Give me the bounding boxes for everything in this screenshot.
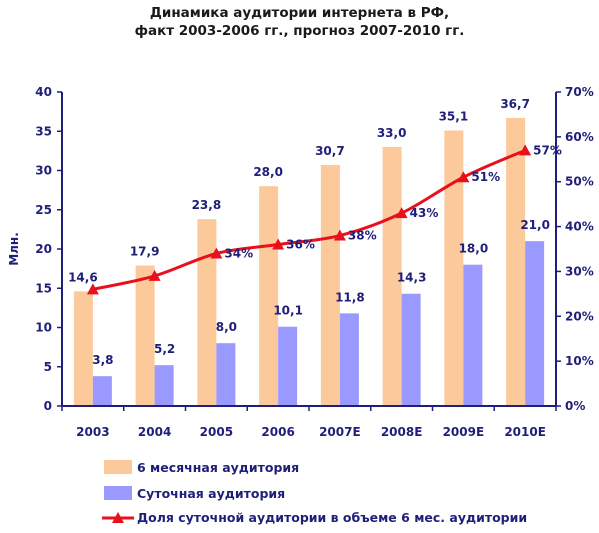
data-label-daily: 3,8: [92, 353, 113, 367]
x-tick-label: 2007E: [319, 425, 361, 439]
bar-daily: [154, 365, 174, 406]
data-label-share: 57%: [533, 143, 562, 157]
y2-tick-label: 40%: [565, 220, 594, 234]
data-label-daily: 8,0: [216, 320, 237, 334]
bar-6-month: [444, 130, 464, 406]
bar-daily: [278, 326, 298, 406]
share-marker: [519, 144, 532, 156]
y-tick-label: 40: [35, 85, 52, 99]
data-label-6-month: 17,9: [130, 244, 160, 258]
y2-tick-label: 0%: [565, 399, 585, 413]
data-labels: 14,6 3,8 17,9 5,2 23,8 8,0 28,0 10,1 30,7 11,8 33,…: [68, 97, 562, 367]
data-label-share: 34%: [224, 246, 253, 260]
y-axis-title: Млн.: [7, 232, 21, 266]
x-tick-label: 2010E: [504, 425, 546, 439]
bar-daily: [92, 376, 112, 406]
y-tick-label: 5: [44, 360, 52, 374]
bar-daily: [216, 343, 236, 406]
data-label-share: 36%: [286, 238, 315, 252]
legend-label-daily: Суточная аудитория: [137, 486, 285, 501]
data-label-daily: 21,0: [520, 218, 550, 232]
bar-daily: [401, 293, 421, 406]
data-label-daily: 18,0: [459, 242, 489, 256]
share-marker: [210, 247, 223, 259]
chart-title-line-2: факт 2003-2006 гг., прогноз 2007-2010 гг…: [134, 23, 465, 39]
bar-6-month: [135, 265, 155, 406]
y-tick-label: 35: [35, 124, 52, 138]
bar-daily: [525, 241, 545, 406]
bar-6-month: [506, 117, 526, 406]
y-tick-label: 20: [35, 242, 52, 256]
x-tick-label: 2008E: [381, 425, 423, 439]
chart-title-line-1: Динамика аудитории интернета в РФ,: [149, 5, 450, 21]
data-label-6-month: 30,7: [315, 144, 345, 158]
x-tick-label: 2009E: [443, 425, 485, 439]
data-label-daily: 11,8: [335, 290, 365, 304]
y2-tick-label: 70%: [565, 85, 594, 99]
bar-6-month: [259, 186, 279, 406]
share-marker: [333, 229, 346, 241]
data-label-daily: 5,2: [154, 342, 175, 356]
bar-6-month: [197, 219, 217, 406]
y2-tick-label: 30%: [565, 264, 594, 278]
data-label-share: 38%: [348, 229, 377, 243]
data-label-6-month: 35,1: [439, 109, 469, 123]
data-label-share: 43%: [410, 206, 439, 220]
axes: 0 5 10 15 20 25 30 35 40 0% 10% 20% 30% 40% 50% 60% 70% 2…: [7, 85, 594, 439]
data-label-6-month: 33,0: [377, 126, 407, 140]
legend: 6 месячная аудитория Суточная аудитория До…: [102, 460, 527, 525]
legend-swatch-6-month: [104, 460, 132, 474]
share-marker: [395, 207, 408, 219]
bar-6-month: [320, 165, 340, 406]
chart-title: Динамика аудитории интернета в РФ, факт …: [0, 4, 599, 40]
y2-tick-label: 10%: [565, 354, 594, 368]
bars-daily-audience: [92, 241, 545, 406]
bar-6-month: [73, 291, 93, 406]
data-label-share: 51%: [471, 170, 500, 184]
y-tick-label: 30: [35, 164, 52, 178]
x-tick-label: 2004: [138, 425, 171, 439]
share-marker: [457, 171, 470, 183]
y-tick-label: 10: [35, 321, 52, 335]
y2-tick-label: 50%: [565, 175, 594, 189]
share-marker: [148, 269, 161, 281]
x-tick-label: 2003: [76, 425, 109, 439]
y-tick-label: 15: [35, 281, 52, 295]
data-label-6-month: 28,0: [253, 165, 283, 179]
share-marker: [272, 238, 285, 250]
data-label-6-month: 23,8: [192, 198, 222, 212]
y2-tick-label: 20%: [565, 309, 594, 323]
line-daily-share: [86, 144, 532, 295]
bar-daily: [339, 313, 359, 406]
x-tick-label: 2006: [261, 425, 294, 439]
legend-swatch-daily: [104, 486, 132, 500]
y-tick-label: 25: [35, 203, 52, 217]
data-label-6-month: 14,6: [68, 270, 98, 284]
data-label-daily: 14,3: [397, 271, 427, 285]
data-label-6-month: 36,7: [500, 97, 530, 111]
legend-label-6-month: 6 месячная аудитория: [137, 460, 299, 475]
y-tick-label: 0: [44, 399, 52, 413]
bars-6-month-audience: [73, 117, 526, 406]
legend-label-share: Доля суточной аудитории в объеме 6 мес. …: [137, 510, 527, 525]
y2-tick-label: 60%: [565, 130, 594, 144]
legend-swatch-share-marker: [112, 512, 124, 523]
share-marker: [86, 283, 99, 295]
bar-daily: [463, 264, 483, 406]
bar-6-month: [382, 146, 402, 406]
data-label-daily: 10,1: [273, 304, 303, 318]
x-tick-label: 2005: [200, 425, 233, 439]
